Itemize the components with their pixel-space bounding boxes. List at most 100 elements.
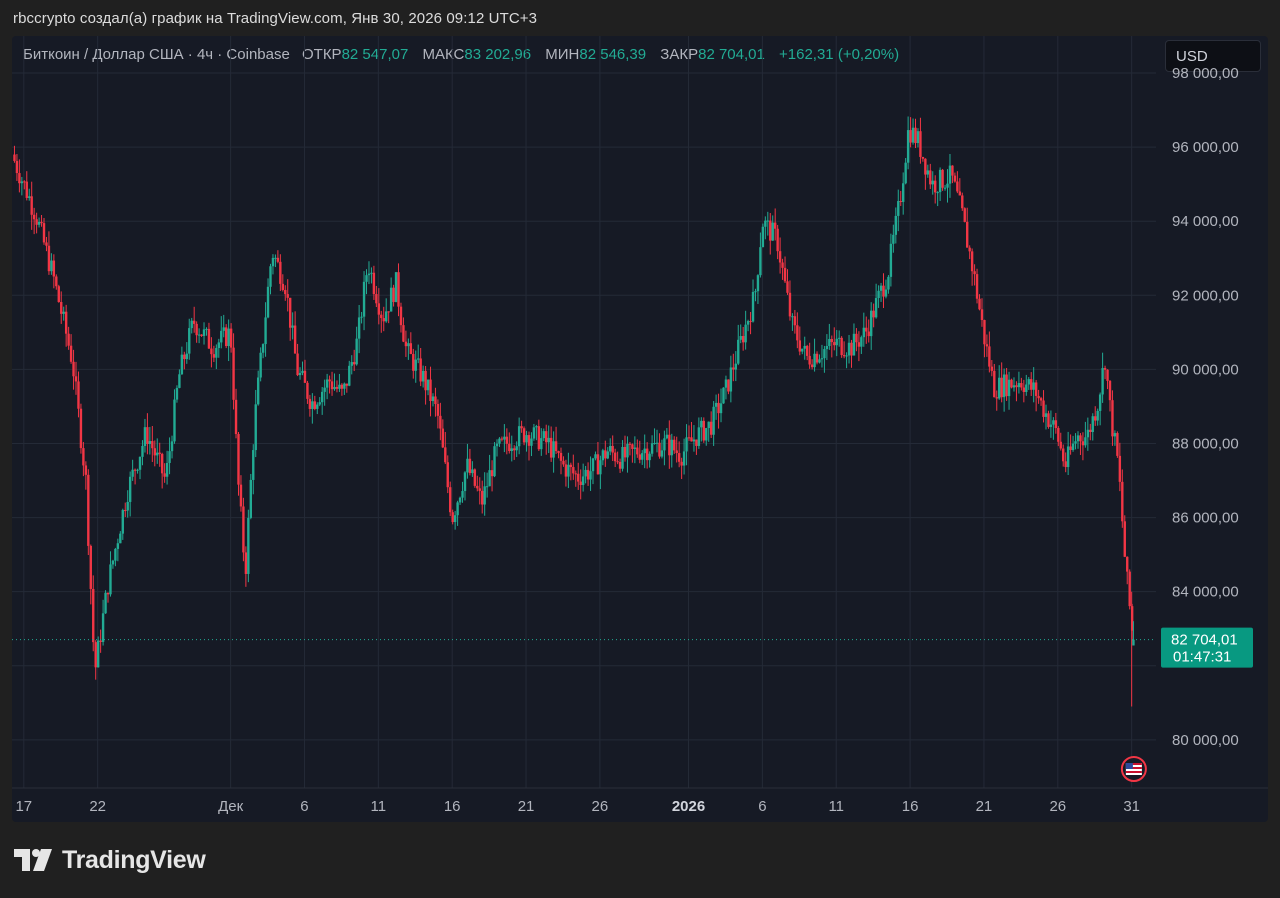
candle-body	[1052, 420, 1055, 425]
candle-body	[552, 441, 555, 458]
time-tick-label: 11	[371, 798, 387, 815]
candle-body	[476, 485, 479, 489]
candle-body	[227, 328, 230, 347]
candle-body	[232, 347, 235, 400]
candle-body	[985, 344, 989, 347]
candle-body	[170, 441, 174, 452]
candle-body	[633, 447, 637, 449]
candle-body	[705, 428, 708, 441]
candle-body	[884, 289, 888, 297]
candle-body	[508, 443, 511, 452]
candle-body	[581, 476, 585, 485]
candle-body	[517, 426, 521, 447]
symbol-description[interactable]: Биткоин / Доллар США · 4ч · Coinbase	[23, 46, 290, 63]
candle-body	[72, 361, 75, 377]
candle-body	[525, 435, 528, 443]
candle-body	[1116, 433, 1119, 456]
candle-body	[365, 275, 368, 282]
candle-body	[1103, 368, 1107, 370]
tradingview-logo[interactable]: TradingView	[14, 846, 206, 874]
candle-body	[874, 298, 878, 318]
candle-body	[599, 460, 602, 475]
candle-body	[970, 251, 974, 272]
time-tick-label: 26	[1049, 798, 1066, 815]
candle-body	[259, 352, 262, 378]
candle-body	[473, 469, 477, 486]
candle-body	[596, 454, 600, 475]
candle-body	[478, 488, 481, 491]
candle-body	[296, 353, 299, 376]
candle-body	[32, 214, 36, 220]
currency-button[interactable]: USD	[1165, 40, 1261, 72]
chart-panel[interactable]: Биткоин / Доллар США · 4ч · Coinbase ОТК…	[12, 36, 1268, 822]
candle-body	[1027, 379, 1030, 385]
candle-body	[1030, 379, 1033, 390]
candle-body	[924, 158, 927, 175]
candle-body	[921, 156, 925, 159]
candle-body	[990, 366, 994, 371]
candle-body	[1002, 374, 1006, 398]
candle-body	[966, 221, 969, 248]
candle-body	[783, 267, 787, 282]
candle-body	[628, 443, 632, 445]
candle-body	[281, 283, 285, 290]
candle-body	[562, 460, 565, 465]
candle-body	[495, 443, 499, 447]
time-tick-label: 2026	[672, 798, 705, 815]
candle-body	[306, 382, 309, 399]
candle-body	[121, 510, 124, 534]
high-value: 83 202,96	[464, 46, 532, 63]
candle-body	[126, 501, 129, 511]
candle-body	[963, 208, 966, 222]
tradingview-logo-text: TradingView	[62, 845, 206, 874]
candle-body	[589, 471, 592, 480]
candle-body	[313, 401, 317, 409]
candle-body	[308, 398, 312, 409]
candle-body	[1106, 369, 1109, 381]
price-chart[interactable]: 80 000,00 84 000,00 86 000,00 88 000,00 90 0…	[12, 36, 1268, 822]
candle-body	[722, 387, 725, 404]
candle-body	[426, 379, 430, 391]
candle-body	[468, 458, 472, 474]
candle-body	[988, 346, 991, 367]
candle-body	[1037, 395, 1040, 399]
candle-body	[146, 427, 149, 444]
candle-body	[224, 327, 228, 347]
candle-body	[1128, 571, 1131, 607]
open-value: 82 547,07	[341, 46, 409, 63]
candle-body	[234, 399, 238, 435]
candle-body	[958, 191, 962, 196]
candle-body	[261, 344, 265, 353]
candle-body	[943, 187, 947, 189]
candle-body	[362, 281, 366, 317]
candle-body	[92, 588, 95, 643]
candle-body	[835, 338, 838, 346]
candle-body	[1084, 437, 1087, 446]
candle-body	[1096, 410, 1099, 421]
candle-body	[128, 476, 132, 502]
price-tick-label: 80 000,00	[1172, 732, 1239, 749]
candle-body	[759, 247, 762, 276]
candle-body	[446, 462, 449, 488]
candle-body	[1108, 380, 1112, 401]
candle-body	[847, 342, 851, 356]
candle-body	[461, 491, 464, 498]
candle-body	[764, 220, 767, 227]
candle-body	[57, 286, 60, 303]
candle-body	[96, 640, 100, 668]
candle-body	[276, 257, 280, 262]
candle-body	[677, 453, 681, 462]
candle-body	[412, 353, 415, 371]
candle-body	[190, 320, 193, 329]
candle-body	[94, 642, 97, 668]
candle-body	[42, 223, 46, 243]
candle-body	[488, 470, 491, 487]
candle-body	[1062, 448, 1065, 462]
candle-body	[584, 469, 587, 477]
candle-body	[931, 180, 934, 185]
candle-body	[1101, 368, 1104, 395]
candle-body	[655, 442, 659, 444]
candle-body	[700, 420, 703, 428]
candle-body	[860, 337, 863, 347]
candle-body	[645, 448, 649, 461]
